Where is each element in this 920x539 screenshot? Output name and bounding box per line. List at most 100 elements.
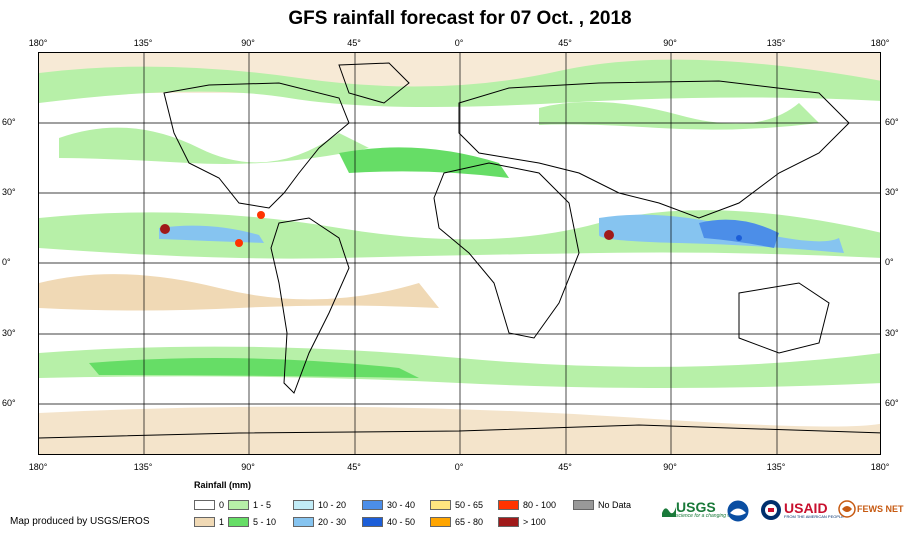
lon-label-top: 180° — [28, 38, 48, 48]
lon-label-bottom: 135° — [766, 462, 786, 472]
lon-label-top: 180° — [870, 38, 890, 48]
legend-item: > 100 — [498, 516, 546, 528]
legend-swatch — [293, 500, 314, 510]
legend-item: 0 — [194, 499, 224, 511]
lat-label-right: 60° — [885, 117, 899, 127]
legend-label: 5 - 10 — [253, 517, 277, 527]
usaid-seal-icon — [761, 500, 781, 520]
lon-label-bottom: 180° — [870, 462, 890, 472]
north-america-outline — [163, 82, 350, 209]
north-rain-band — [39, 59, 880, 107]
lon-label-top: 135° — [133, 38, 153, 48]
lon-label-top: 45° — [347, 38, 361, 48]
usaid-wordmark: USAID — [784, 500, 828, 516]
usgs-wave-icon — [662, 506, 676, 517]
storm-cell-east-pacific — [235, 239, 243, 247]
greenland-outline — [338, 62, 410, 104]
legend-swatch — [194, 517, 215, 527]
legend-swatch — [430, 517, 451, 527]
legend-label: > 100 — [523, 517, 546, 527]
legend-item: 40 - 50 — [362, 516, 415, 528]
legend-label: 1 — [219, 517, 225, 527]
lat-label-left: 30° — [2, 328, 16, 338]
lon-label-bottom: 45° — [347, 462, 361, 472]
legend-swatch — [362, 500, 383, 510]
storm-cell-arabian-sea — [604, 230, 614, 240]
storm-cell-pacific — [160, 224, 170, 234]
legend-item: 30 - 40 — [362, 499, 415, 511]
lat-label-right: 60° — [885, 398, 899, 408]
legend-swatch — [498, 517, 519, 527]
usgs-wordmark: USGS — [676, 499, 716, 515]
lon-label-bottom: 90° — [241, 462, 255, 472]
north-atlantic-band — [339, 147, 509, 178]
legend-swatch — [573, 500, 594, 510]
map-credit: Map produced by USGS/EROS — [10, 516, 150, 527]
fewsnet-wordmark: FEWS NET — [857, 504, 904, 514]
eurasia-outline — [458, 80, 850, 219]
legend-label: 30 - 40 — [387, 500, 416, 510]
legend-label: 40 - 50 — [387, 517, 416, 527]
usaid-tagline: FROM THE AMERICAN PEOPLE — [784, 514, 844, 519]
legend-title: Rainfall (mm) — [194, 480, 252, 490]
africa-outline — [433, 162, 580, 339]
maritime-continent-core — [699, 219, 779, 248]
rainfall-map-canvas — [39, 53, 880, 454]
legend-item: 20 - 30 — [293, 516, 346, 528]
storm-cell-caribbean — [257, 211, 265, 219]
pacific-itcz-core — [159, 225, 264, 243]
coastlines — [39, 62, 880, 439]
usaid-logo[interactable]: USAID FROM THE AMERICAN PEOPLE — [760, 499, 844, 521]
legend-item: 5 - 10 — [228, 516, 276, 528]
south-pacific-dry — [39, 274, 439, 311]
legend-item: No Data — [573, 499, 631, 511]
lat-label-left: 60° — [2, 117, 16, 127]
legend-item: 1 - 5 — [228, 499, 271, 511]
north-pacific-band — [59, 127, 369, 164]
lat-label-left: 30° — [2, 187, 16, 197]
map-title: GFS rainfall forecast for 07 Oct. , 2018 — [288, 8, 632, 29]
lon-label-top: 90° — [241, 38, 255, 48]
antarctica-outline — [39, 424, 880, 439]
lat-label-left: 0° — [2, 257, 11, 267]
noaa-logo[interactable] — [727, 500, 749, 522]
legend-swatch — [498, 500, 519, 510]
australia-outline — [738, 282, 830, 354]
fewsnet-logo[interactable]: FEWS NET — [838, 500, 904, 518]
legend-swatch — [362, 517, 383, 527]
lon-label-top: 90° — [663, 38, 677, 48]
legend-swatch — [228, 517, 249, 527]
legend-swatch — [430, 500, 451, 510]
usgs-tagline: science for a changing world — [676, 513, 740, 519]
legend-swatch — [228, 500, 249, 510]
legend-item: 80 - 100 — [498, 499, 556, 511]
legend-swatch — [194, 500, 215, 510]
lon-label-top: 45° — [558, 38, 572, 48]
legend-label: 1 - 5 — [253, 500, 272, 510]
legend-label: 20 - 30 — [318, 517, 347, 527]
lon-label-bottom: 180° — [28, 462, 48, 472]
usgs-logo[interactable]: USGS science for a changing world — [662, 500, 739, 519]
graticule — [39, 53, 880, 454]
lon-label-bottom: 135° — [133, 462, 153, 472]
lon-label-bottom: 0° — [454, 462, 464, 472]
legend-label: 0 — [219, 500, 225, 510]
south-america-outline — [270, 217, 350, 394]
southern-ocean-core — [89, 358, 419, 378]
fewsnet-globe-icon — [838, 500, 856, 518]
lon-label-top: 0° — [454, 38, 464, 48]
lon-label-top: 135° — [766, 38, 786, 48]
lon-label-bottom: 45° — [558, 462, 572, 472]
legend-swatch — [293, 517, 314, 527]
legend-item: 50 - 65 — [430, 499, 483, 511]
legend-label: 65 - 80 — [455, 517, 484, 527]
legend-item: 1 — [194, 516, 224, 528]
lat-label-right: 30° — [885, 328, 899, 338]
noaa-emblem-icon — [727, 500, 749, 522]
storm-cell-bay-of-bengal — [736, 235, 742, 241]
legend-label: No Data — [598, 500, 632, 510]
legend-label: 10 - 20 — [318, 500, 347, 510]
lat-label-right: 0° — [885, 257, 894, 267]
rainfall-map[interactable] — [38, 52, 881, 455]
lat-label-left: 60° — [2, 398, 16, 408]
